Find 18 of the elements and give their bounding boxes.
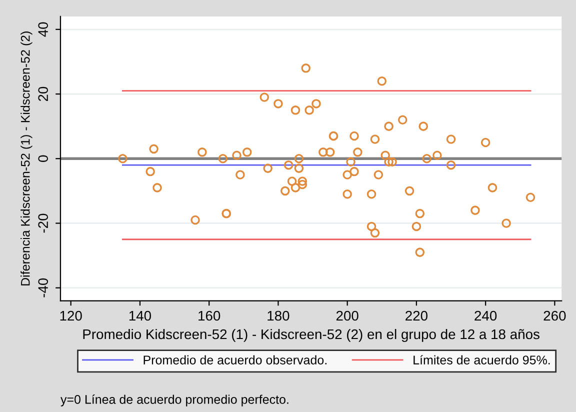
legend-label: Promedio de acuerdo observado. <box>144 355 326 364</box>
y-tick-label: 20 <box>38 86 48 102</box>
y-axis-title: Diferencia Kidscreen-52 (1) - Kidscreen-52 (2) <box>20 32 32 286</box>
x-tick-label: 160 <box>198 310 220 321</box>
x-tick-label: 240 <box>474 310 497 321</box>
x-tick-label: 220 <box>406 310 428 321</box>
x-tick-label: 140 <box>129 310 152 321</box>
text: y=0 Línea de acuerdo promedio perfecto. <box>60 394 288 406</box>
x-axis-title: Promedio Kidscreen-52 (1) - Kidscreen-52 (2) en el grupo de 12 a 18 años <box>83 328 540 342</box>
legend-label: Límites de acuerdo 95%. <box>414 355 550 364</box>
y-tick-label: 40 <box>38 22 48 37</box>
x-tick-label: 180 <box>268 310 290 321</box>
x-tick-label: 200 <box>336 310 358 321</box>
y-tick-label: -40 <box>38 278 48 298</box>
x-tick-label: 120 <box>60 310 82 321</box>
y-tick-label: -20 <box>38 214 48 233</box>
x-tick-label: 260 <box>544 310 566 321</box>
y-tick-label: 0 <box>38 155 48 162</box>
